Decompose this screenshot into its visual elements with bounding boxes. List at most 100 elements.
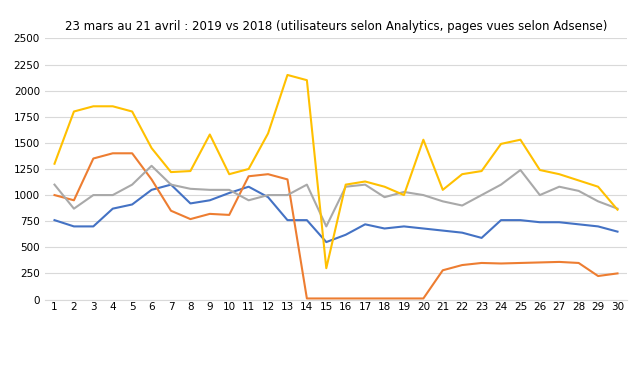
Utilisateurs 2018 <box>478 236 486 240</box>
Pages vues 2019 <box>206 132 214 137</box>
Utilisateurs 2019 <box>284 177 291 182</box>
Utilisateurs 2018 <box>439 228 447 233</box>
Pages vues 2018 <box>187 187 195 191</box>
Pages vues 2019 <box>70 109 78 114</box>
Pages vues 2018 <box>439 199 447 204</box>
Pages vues 2018 <box>245 198 253 203</box>
Utilisateurs 2019 <box>400 296 408 301</box>
Utilisateurs 2019 <box>362 296 369 301</box>
Utilisateurs 2018 <box>167 182 175 187</box>
Pages vues 2019 <box>187 169 195 173</box>
Pages vues 2019 <box>225 172 233 177</box>
Utilisateurs 2019 <box>264 172 272 177</box>
Pages vues 2018 <box>109 193 116 197</box>
Utilisateurs 2019 <box>90 156 97 161</box>
Utilisateurs 2018 <box>206 198 214 203</box>
Pages vues 2018 <box>516 168 524 172</box>
Utilisateurs 2019 <box>206 212 214 216</box>
Utilisateurs 2019 <box>575 261 582 265</box>
Utilisateurs 2018 <box>614 229 621 234</box>
Utilisateurs 2019 <box>167 209 175 213</box>
Utilisateurs 2018 <box>245 184 253 189</box>
Pages vues 2018 <box>284 193 291 197</box>
Utilisateurs 2018 <box>556 220 563 225</box>
Utilisateurs 2018 <box>516 218 524 222</box>
Pages vues 2019 <box>323 266 330 270</box>
Pages vues 2018 <box>400 190 408 194</box>
Pages vues 2019 <box>381 184 388 189</box>
Pages vues 2018 <box>303 182 311 187</box>
Utilisateurs 2019 <box>70 198 78 203</box>
Utilisateurs 2019 <box>51 193 58 197</box>
Utilisateurs 2019 <box>148 177 156 182</box>
Utilisateurs 2019 <box>478 261 486 265</box>
Utilisateurs 2018 <box>225 191 233 195</box>
Utilisateurs 2018 <box>458 230 466 235</box>
Utilisateurs 2018 <box>381 226 388 231</box>
Utilisateurs 2019 <box>323 296 330 301</box>
Pages vues 2018 <box>556 184 563 189</box>
Pages vues 2019 <box>439 187 447 192</box>
Utilisateurs 2018 <box>595 224 602 229</box>
Utilisateurs 2019 <box>420 296 428 301</box>
Pages vues 2019 <box>400 193 408 197</box>
Utilisateurs 2018 <box>187 201 195 206</box>
Pages vues 2019 <box>109 104 116 109</box>
Line: Pages vues 2018: Pages vues 2018 <box>54 166 618 227</box>
Pages vues 2018 <box>167 182 175 187</box>
Pages vues 2018 <box>342 184 349 189</box>
Utilisateurs 2019 <box>245 174 253 179</box>
Line: Pages vues 2019: Pages vues 2019 <box>54 75 618 268</box>
Utilisateurs 2018 <box>323 240 330 244</box>
Utilisateurs 2019 <box>303 296 311 301</box>
Pages vues 2018 <box>70 206 78 211</box>
Utilisateurs 2018 <box>400 224 408 229</box>
Pages vues 2019 <box>362 179 369 184</box>
Utilisateurs 2019 <box>342 296 349 301</box>
Pages vues 2019 <box>51 161 58 166</box>
Pages vues 2018 <box>206 187 214 192</box>
Pages vues 2019 <box>614 207 621 212</box>
Utilisateurs 2019 <box>225 213 233 217</box>
Pages vues 2019 <box>420 137 428 142</box>
Pages vues 2018 <box>148 164 156 168</box>
Utilisateurs 2018 <box>90 224 97 229</box>
Utilisateurs 2018 <box>148 187 156 192</box>
Utilisateurs 2019 <box>556 260 563 264</box>
Utilisateurs 2019 <box>458 263 466 267</box>
Pages vues 2019 <box>284 73 291 77</box>
Pages vues 2019 <box>167 170 175 174</box>
Pages vues 2018 <box>478 193 486 197</box>
Utilisateurs 2018 <box>420 226 428 231</box>
Pages vues 2018 <box>362 182 369 187</box>
Title: 23 mars au 21 avril : 2019 vs 2018 (utilisateurs selon Analytics, pages vues sel: 23 mars au 21 avril : 2019 vs 2018 (util… <box>65 20 607 33</box>
Utilisateurs 2019 <box>497 261 505 266</box>
Utilisateurs 2019 <box>595 274 602 278</box>
Pages vues 2019 <box>303 78 311 83</box>
Pages vues 2018 <box>595 199 602 204</box>
Pages vues 2019 <box>497 142 505 146</box>
Pages vues 2018 <box>129 182 136 187</box>
Pages vues 2019 <box>148 146 156 151</box>
Utilisateurs 2019 <box>614 271 621 276</box>
Pages vues 2019 <box>516 137 524 142</box>
Pages vues 2018 <box>264 193 272 197</box>
Pages vues 2019 <box>264 131 272 136</box>
Pages vues 2018 <box>51 182 58 187</box>
Pages vues 2019 <box>556 172 563 177</box>
Pages vues 2018 <box>420 193 428 197</box>
Utilisateurs 2019 <box>536 260 544 265</box>
Pages vues 2018 <box>536 193 544 197</box>
Pages vues 2018 <box>323 224 330 229</box>
Pages vues 2019 <box>90 104 97 109</box>
Pages vues 2018 <box>225 187 233 192</box>
Utilisateurs 2018 <box>51 218 58 222</box>
Utilisateurs 2018 <box>536 220 544 225</box>
Pages vues 2018 <box>381 195 388 199</box>
Pages vues 2019 <box>245 167 253 171</box>
Pages vues 2019 <box>458 172 466 177</box>
Pages vues 2019 <box>595 184 602 189</box>
Utilisateurs 2019 <box>439 268 447 273</box>
Utilisateurs 2018 <box>362 222 369 227</box>
Utilisateurs 2018 <box>497 218 505 222</box>
